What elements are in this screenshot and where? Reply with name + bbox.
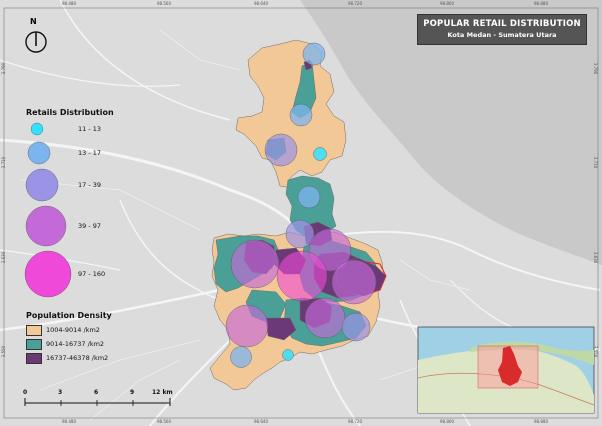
tick-bottom: 98.800 — [440, 419, 454, 424]
tick-top: 98.800 — [440, 1, 454, 6]
tick-top: 98.640 — [254, 1, 268, 6]
tick-right: 3.790 — [593, 62, 599, 75]
retails-legend-label: 39 - 97 — [78, 222, 102, 230]
density-swatch — [26, 353, 42, 364]
retails-legend-label: 97 - 160 — [78, 270, 106, 278]
retails-legend-title: Retails Distribution — [26, 108, 114, 117]
tick-left: 3.550 — [1, 345, 7, 358]
retail-circle[interactable] — [304, 297, 346, 339]
retail-circle[interactable] — [225, 304, 269, 348]
map-subtitle: Kota Medan - Sumatera Utara — [447, 31, 557, 39]
legend-circle-13-17 — [27, 141, 51, 165]
legend-circle-11-13 — [30, 122, 44, 136]
density-legend-title: Population Density — [26, 311, 112, 320]
scale-label: 3 — [58, 389, 63, 396]
retail-circle[interactable] — [264, 133, 298, 167]
scale-label: 12 km — [152, 389, 173, 396]
tick-bottom: 98.640 — [254, 419, 268, 424]
legend-circle-97-160 — [24, 250, 72, 298]
tick-left: 3.710 — [1, 156, 7, 169]
retail-circles — [225, 42, 377, 368]
retail-circle[interactable] — [302, 42, 326, 66]
tick-top: 98.560 — [157, 1, 171, 6]
scale-label: 6 — [94, 389, 99, 396]
legend-circle-39-97 — [25, 205, 67, 247]
tick-bottom: 98.560 — [157, 419, 171, 424]
density-legend-label: 1004-9014 /km2 — [46, 326, 100, 334]
scale-label: 9 — [130, 389, 135, 396]
tick-bottom: 98.720 — [348, 419, 362, 424]
retail-circle[interactable] — [331, 259, 377, 305]
retail-circle[interactable] — [285, 219, 315, 249]
density-legend-label: 9014-16737 /km2 — [46, 340, 105, 348]
sea-area — [300, 0, 602, 265]
retails-legend-label: 17 - 39 — [78, 181, 102, 189]
tick-bottom: 98.880 — [534, 419, 548, 424]
north-arrow-icon — [25, 31, 47, 53]
boundary-accent — [365, 261, 387, 293]
retails-legend-label: 11 - 13 — [78, 125, 102, 133]
tick-top: 98.720 — [348, 1, 362, 6]
retail-circle[interactable] — [289, 103, 313, 127]
scale-label: 0 — [23, 389, 28, 396]
north-label: N — [30, 17, 37, 26]
map-title-box: POPULAR RETAIL DISTRIBUTION Kota Medan -… — [417, 14, 587, 45]
retail-circle[interactable] — [282, 349, 294, 361]
scale-bar — [24, 398, 171, 406]
map-frame — [3, 7, 599, 419]
retail-circle[interactable] — [230, 239, 280, 289]
retails-legend-label: 13 - 17 — [78, 149, 102, 157]
density-swatch — [26, 339, 42, 350]
retail-circle[interactable] — [297, 185, 321, 209]
retail-circle[interactable] — [341, 312, 371, 342]
density-swatch — [26, 325, 42, 336]
retail-legend-symbols — [24, 122, 72, 298]
map-title: POPULAR RETAIL DISTRIBUTION — [423, 19, 581, 29]
tick-left: 3.630 — [1, 251, 7, 264]
retail-circle[interactable] — [230, 346, 252, 368]
tick-bottom: 98.480 — [62, 419, 76, 424]
tick-top: 98.480 — [62, 1, 76, 6]
inset-map[interactable] — [417, 326, 595, 414]
retail-circle[interactable] — [313, 147, 327, 161]
tick-right: 3.710 — [593, 156, 599, 169]
density-legend-label: 16737-46378 /km2 — [46, 354, 109, 362]
retail-circle[interactable] — [276, 250, 328, 302]
tick-right: 3.630 — [593, 251, 599, 264]
tick-right: 3.550 — [593, 345, 599, 358]
legend-circle-17-39 — [25, 168, 59, 202]
tick-top: 98.880 — [534, 1, 548, 6]
tick-left: 3.790 — [1, 62, 7, 75]
